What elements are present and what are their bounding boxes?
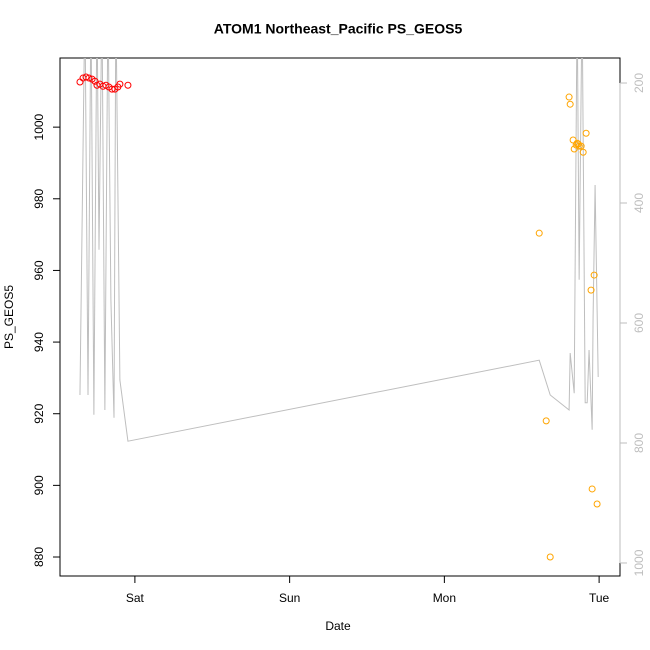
y-tick-label: 900 bbox=[32, 475, 46, 495]
point bbox=[546, 553, 554, 561]
point bbox=[116, 80, 124, 88]
y2-tick-label: 200 bbox=[632, 73, 646, 93]
point bbox=[108, 85, 116, 93]
point bbox=[575, 142, 583, 150]
x-tick-label: Sun bbox=[279, 591, 300, 605]
point bbox=[577, 142, 585, 150]
y-axis-label: PS_GEOS5 bbox=[2, 285, 16, 349]
plot-box bbox=[59, 57, 621, 577]
point bbox=[566, 100, 574, 108]
point bbox=[579, 148, 587, 156]
y-tick-label: 980 bbox=[32, 188, 46, 208]
x-tick-label: Sat bbox=[126, 591, 145, 605]
y-tick-label: 960 bbox=[32, 260, 46, 280]
y2-tick-label: 800 bbox=[632, 433, 646, 453]
chart-title: ATOM1 Northeast_Pacific PS_GEOS5 bbox=[214, 21, 463, 37]
y2-tick-label: 600 bbox=[632, 313, 646, 333]
x-axis-label: Date bbox=[325, 619, 351, 633]
line-series bbox=[79, 58, 599, 442]
point bbox=[582, 129, 590, 137]
y2-tick-label: 400 bbox=[632, 193, 646, 213]
y-tick-label: 1000 bbox=[32, 113, 46, 140]
point bbox=[82, 73, 90, 81]
point bbox=[85, 74, 93, 82]
y-tick-label: 920 bbox=[32, 403, 46, 423]
point bbox=[593, 500, 601, 508]
point bbox=[565, 93, 573, 101]
y2-tick-label: 1000 bbox=[632, 549, 646, 576]
y-tick-label: 880 bbox=[32, 547, 46, 567]
point bbox=[76, 78, 84, 86]
point bbox=[542, 417, 550, 425]
x-tick-label: Mon bbox=[433, 591, 456, 605]
y-tick-label: 940 bbox=[32, 332, 46, 352]
plot-area bbox=[76, 58, 601, 561]
point bbox=[590, 271, 598, 279]
point bbox=[535, 229, 543, 237]
x-tick-label: Tue bbox=[589, 591, 610, 605]
point bbox=[588, 485, 596, 493]
point bbox=[587, 286, 595, 294]
point bbox=[124, 81, 132, 89]
